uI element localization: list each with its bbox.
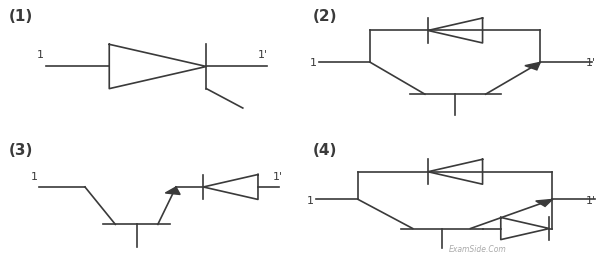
Text: 1': 1' [273,172,283,182]
Text: (3): (3) [9,143,33,158]
Text: (1): (1) [9,9,33,24]
Polygon shape [525,62,540,70]
Text: ExamSide.Com: ExamSide.Com [449,245,507,254]
Text: (2): (2) [313,9,337,24]
Polygon shape [536,199,552,206]
Polygon shape [165,187,180,194]
Text: 1': 1' [586,58,596,68]
Text: 1: 1 [310,58,317,68]
Text: 1': 1' [258,50,268,60]
Text: 1: 1 [30,172,38,182]
Text: 1': 1' [586,196,596,206]
Text: 1: 1 [307,196,314,206]
Text: (4): (4) [313,143,337,158]
Text: 1: 1 [36,50,44,60]
